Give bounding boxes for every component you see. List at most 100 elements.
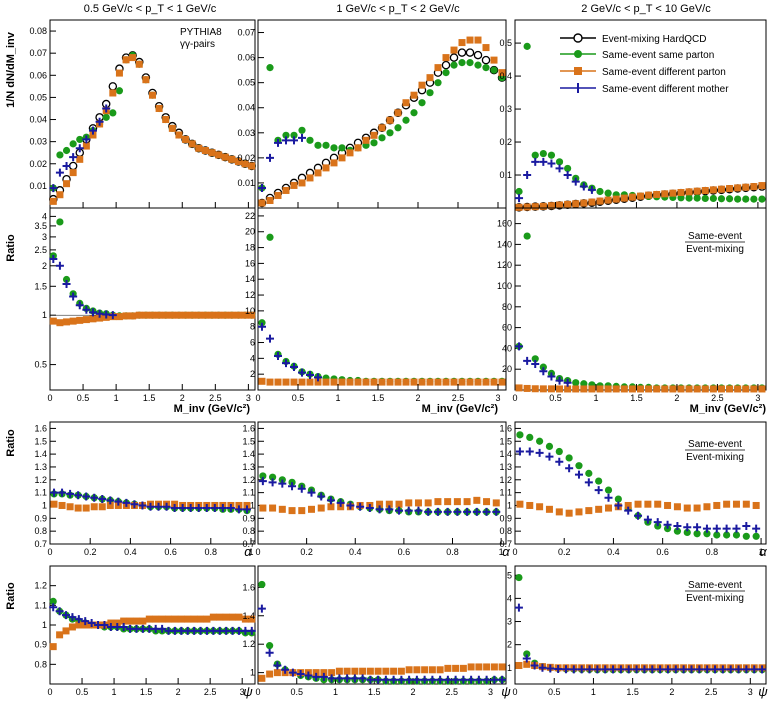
data-point <box>734 385 742 393</box>
data-point <box>394 124 402 132</box>
series-same-event-different-mother <box>515 342 572 387</box>
data-point <box>449 53 459 62</box>
data-point <box>556 201 564 209</box>
y-tick-label: 1.4 <box>242 611 255 621</box>
data-point <box>188 140 196 148</box>
data-point <box>574 470 583 479</box>
data-point <box>135 311 143 319</box>
data-point <box>90 493 99 502</box>
data-point <box>62 279 71 288</box>
data-point <box>122 498 131 507</box>
data-point <box>531 360 540 368</box>
data-point <box>338 378 346 386</box>
x-tick-label: 3 <box>488 687 493 697</box>
data-point <box>405 675 414 684</box>
data-point <box>571 177 580 186</box>
y-tick-label: 60 <box>502 323 512 333</box>
data-point <box>653 518 662 527</box>
data-point <box>498 663 506 671</box>
data-point <box>132 617 140 625</box>
y-tick-label: 1.1 <box>34 488 47 498</box>
data-point <box>515 384 523 392</box>
data-point <box>426 74 434 82</box>
data-point <box>405 499 413 507</box>
data-point <box>620 385 628 393</box>
data-point <box>490 663 498 671</box>
data-point <box>402 116 410 124</box>
data-point <box>588 385 596 393</box>
data-point <box>126 617 134 625</box>
y-tick-label: 5 <box>507 570 512 580</box>
data-point <box>523 203 531 211</box>
y-tick-label: 4 <box>42 211 47 221</box>
data-point <box>458 59 466 67</box>
data-point <box>288 507 296 515</box>
data-point <box>266 153 274 162</box>
panel-frame <box>49 19 256 209</box>
data-point <box>725 195 734 203</box>
data-point <box>50 500 58 508</box>
x-tick-label: 1 <box>499 547 504 557</box>
data-point <box>69 169 77 177</box>
data-point <box>516 431 524 439</box>
data-point <box>444 664 452 672</box>
y-tick-label: 0.7 <box>34 539 47 549</box>
data-point <box>335 674 344 683</box>
y-tick-label: 0.08 <box>29 26 47 36</box>
y-tick-label: 1.4 <box>34 449 47 459</box>
data-point <box>482 378 490 386</box>
data-point <box>317 504 325 512</box>
data-point <box>531 151 539 159</box>
data-point <box>55 607 64 616</box>
x-tick-label: 2 <box>415 393 420 403</box>
x-tick-label: 0.2 <box>558 547 571 557</box>
data-point <box>526 501 534 509</box>
data-point <box>162 116 170 124</box>
data-point <box>418 99 426 107</box>
data-point <box>648 665 657 674</box>
y-tick-label: 1 <box>250 668 255 678</box>
data-point <box>713 501 721 509</box>
x-tick-label: 1.5 <box>368 687 381 697</box>
ratio-label-alpha: Same-event Event-mixing <box>685 439 745 463</box>
data-point <box>723 531 731 539</box>
panel-ratio_alpha-3: 0.7 0.8 0.9 1 1.1 1.2 1.3 1.4 1.5 1.6 0 0.2 0.4 0.6 0.… <box>499 421 767 557</box>
x-label-alpha-col3: α <box>759 544 767 559</box>
data-point <box>149 311 156 319</box>
data-point <box>421 666 429 674</box>
data-point <box>467 663 475 671</box>
data-point <box>82 504 90 512</box>
data-point <box>385 505 394 514</box>
data-point <box>49 317 57 325</box>
data-point <box>158 624 167 633</box>
data-point <box>288 668 297 677</box>
data-point <box>222 613 230 621</box>
data-point <box>758 665 767 674</box>
data-point <box>248 311 256 319</box>
data-point <box>76 316 84 324</box>
y-tick-label: 0.05 <box>237 78 255 88</box>
data-point <box>467 675 476 684</box>
data-point <box>221 311 229 319</box>
data-point <box>663 665 672 674</box>
data-point <box>58 501 66 509</box>
data-point <box>482 64 490 72</box>
y-tick-label: 20 <box>502 364 512 374</box>
data-point <box>258 477 267 486</box>
data-point <box>152 615 160 623</box>
data-point <box>575 508 583 516</box>
data-point <box>450 61 458 69</box>
data-point <box>356 502 365 511</box>
data-point <box>450 46 458 54</box>
panel-frame <box>49 207 256 391</box>
data-point <box>661 190 669 198</box>
data-point <box>175 311 183 319</box>
y-tick-label: 0.06 <box>29 70 47 80</box>
ratio-numerator: Same-event <box>688 580 742 591</box>
data-point <box>154 502 163 511</box>
data-point <box>155 104 163 112</box>
data-point <box>274 378 282 386</box>
y-tick-label: 140 <box>497 239 512 249</box>
data-point <box>268 478 277 487</box>
data-point <box>56 631 64 639</box>
